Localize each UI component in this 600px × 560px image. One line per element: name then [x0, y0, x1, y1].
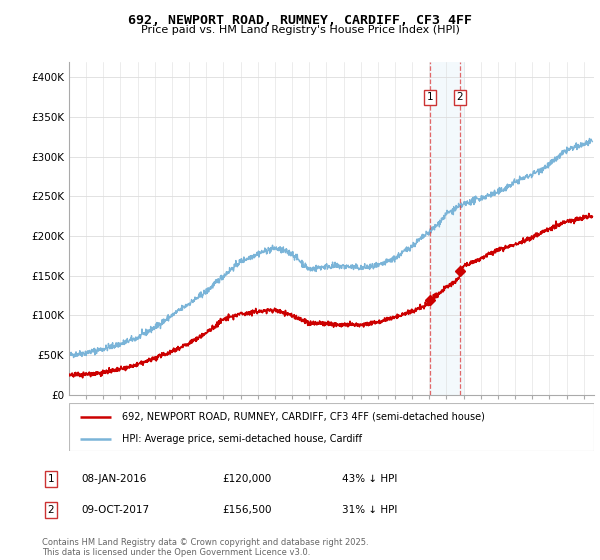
Bar — [430, 62, 465, 395]
Text: 31% ↓ HPI: 31% ↓ HPI — [342, 505, 397, 515]
FancyBboxPatch shape — [69, 403, 594, 451]
Text: 2: 2 — [47, 505, 55, 515]
Text: 692, NEWPORT ROAD, RUMNEY, CARDIFF, CF3 4FF: 692, NEWPORT ROAD, RUMNEY, CARDIFF, CF3 … — [128, 14, 472, 27]
Text: 2: 2 — [457, 92, 463, 102]
Text: 09-OCT-2017: 09-OCT-2017 — [81, 505, 149, 515]
Text: 08-JAN-2016: 08-JAN-2016 — [81, 474, 146, 484]
Text: Contains HM Land Registry data © Crown copyright and database right 2025.
This d: Contains HM Land Registry data © Crown c… — [42, 538, 368, 557]
Text: 692, NEWPORT ROAD, RUMNEY, CARDIFF, CF3 4FF (semi-detached house): 692, NEWPORT ROAD, RUMNEY, CARDIFF, CF3 … — [121, 412, 484, 422]
Text: £156,500: £156,500 — [222, 505, 271, 515]
Text: 1: 1 — [427, 92, 433, 102]
Text: 1: 1 — [47, 474, 55, 484]
Text: 43% ↓ HPI: 43% ↓ HPI — [342, 474, 397, 484]
Text: Price paid vs. HM Land Registry's House Price Index (HPI): Price paid vs. HM Land Registry's House … — [140, 25, 460, 35]
Text: HPI: Average price, semi-detached house, Cardiff: HPI: Average price, semi-detached house,… — [121, 434, 361, 444]
Text: £120,000: £120,000 — [222, 474, 271, 484]
